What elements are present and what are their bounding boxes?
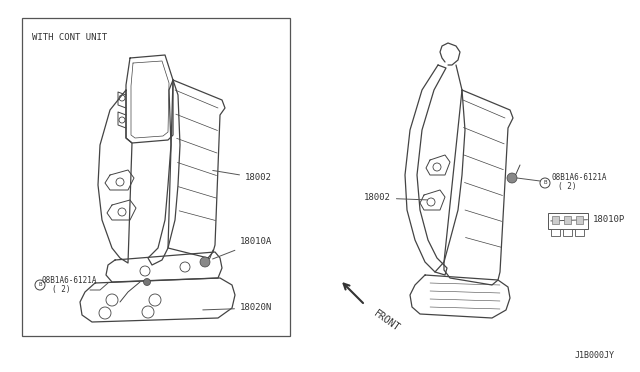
Circle shape bbox=[143, 279, 150, 285]
Text: FRONT: FRONT bbox=[372, 308, 402, 333]
Text: WITH CONT UNIT: WITH CONT UNIT bbox=[32, 33, 108, 42]
Text: ( 2): ( 2) bbox=[52, 285, 70, 294]
Bar bbox=[548, 213, 588, 229]
Bar bbox=[22, 18, 290, 336]
Bar bbox=[576, 216, 583, 224]
Text: 08B1A6-6121A: 08B1A6-6121A bbox=[552, 173, 607, 182]
Text: 18020N: 18020N bbox=[203, 304, 272, 312]
Text: ( 2): ( 2) bbox=[558, 182, 577, 191]
Text: 18010P: 18010P bbox=[551, 215, 625, 224]
Text: J1B000JY: J1B000JY bbox=[575, 351, 615, 360]
Bar bbox=[564, 216, 571, 224]
Text: 18002: 18002 bbox=[212, 170, 272, 183]
Bar bbox=[552, 216, 559, 224]
Text: 18010A: 18010A bbox=[212, 237, 272, 259]
Bar bbox=[563, 229, 572, 236]
Bar bbox=[551, 229, 560, 236]
Text: 08B1A6-6121A: 08B1A6-6121A bbox=[42, 276, 97, 285]
Circle shape bbox=[507, 173, 517, 183]
Circle shape bbox=[200, 257, 210, 267]
Text: 18002: 18002 bbox=[364, 193, 428, 202]
Text: B: B bbox=[543, 180, 547, 186]
Text: B: B bbox=[38, 282, 42, 288]
Bar bbox=[575, 229, 584, 236]
